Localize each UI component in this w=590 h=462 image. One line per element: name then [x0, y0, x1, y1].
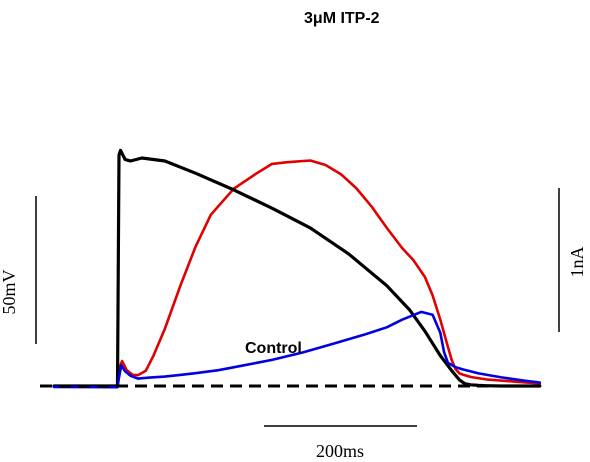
treatment-annotation: 3μM ITP-2: [304, 10, 380, 27]
blue-trace-line: [52, 310, 542, 389]
voltage-scale-label: 50mV: [0, 269, 19, 314]
control-annotation: Control: [245, 340, 302, 357]
current-scale-label: 1nA: [567, 247, 587, 278]
time-scale-label: 200ms: [316, 441, 364, 461]
red-trace-line: [52, 159, 542, 388]
